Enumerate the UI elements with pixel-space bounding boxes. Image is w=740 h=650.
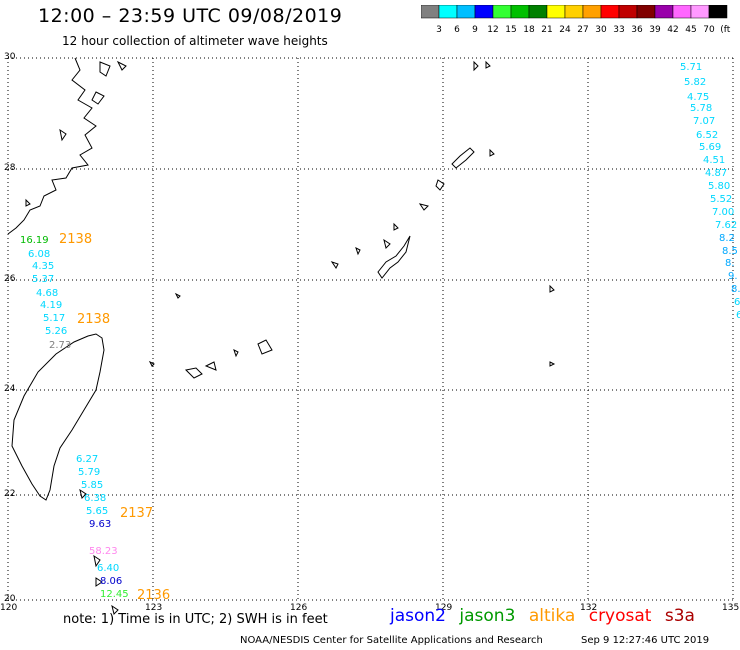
- colorbar-tick-label: 3: [436, 25, 442, 35]
- wave-height-reading: 5.71: [680, 62, 703, 73]
- wave-height-reading: 8.2: [719, 233, 735, 244]
- wave-height-reading: 8.06: [100, 576, 123, 587]
- satellite-jason2: jason2: [390, 606, 446, 626]
- wave-height-reading: 5.37: [32, 274, 55, 285]
- pass-time-label: 2137: [120, 506, 154, 521]
- taiwan-coastline: [11, 333, 105, 501]
- wave-height-reading: 9.: [728, 271, 738, 282]
- wave-height-reading: 58.23: [89, 546, 118, 557]
- wave-height-reading: 16.19: [20, 235, 49, 246]
- satellite-legend: jason2 jason3 altika cryosat s3a: [390, 606, 703, 626]
- colorbar-tick-label: 36: [631, 25, 643, 35]
- colorbar-tick-label: 30: [595, 25, 607, 35]
- wave-height-reading: 6: [736, 310, 740, 321]
- colorbar-tick-label: 6: [454, 25, 460, 35]
- colorbar-tick-label: 9: [472, 25, 478, 35]
- wave-height-reading: 5.82: [684, 77, 707, 88]
- wave-height-reading: 4.51: [703, 155, 726, 166]
- credit-line: NOAA/NESDIS Center for Satellite Applica…: [240, 635, 543, 646]
- colorbar-tick-label: 15: [505, 25, 516, 35]
- colorbar-tick-label: 27: [577, 25, 588, 35]
- colorbar-swatch: [708, 4, 728, 19]
- wave-height-reading: 4.35: [32, 261, 55, 272]
- colorbar-tick-label: (ft): [720, 25, 731, 35]
- wave-height-reading: 5.65: [86, 506, 109, 517]
- wave-height-reading: 4.75: [687, 92, 710, 103]
- lat-label-26: 26: [4, 274, 16, 284]
- coastlines: [7, 57, 556, 615]
- footnote: note: 1) Time is in UTC; 2) SWH is in fe…: [63, 612, 328, 627]
- wave-height-reading: 8.: [731, 284, 740, 295]
- wave-height-reading: 6.52: [696, 130, 719, 141]
- wave-height-reading: 6.38: [84, 493, 107, 504]
- wave-height-reading: 5.80: [708, 181, 731, 192]
- colorbar-tick-label: 24: [559, 25, 571, 35]
- lat-label-28: 28: [4, 163, 16, 173]
- satellite-jason3: jason3: [459, 606, 516, 626]
- lon-label-123: 123: [145, 603, 163, 613]
- wave-height-reading: 5.85: [81, 480, 104, 491]
- satellite-s3a: s3a: [664, 606, 695, 626]
- colorbar-tick-label: 33: [613, 25, 624, 35]
- generated-timestamp: Sep 9 12:27:46 UTC 2019: [581, 635, 710, 646]
- wave-height-reading: 8.: [725, 258, 735, 269]
- wave-height-reading: 6.08: [28, 249, 51, 260]
- wave-height-reading: 5.17: [43, 313, 66, 324]
- lon-label-126: 126: [290, 603, 308, 613]
- colorbar-tick-label: 39: [649, 25, 661, 35]
- wave-height-reading: 4.19: [40, 300, 63, 311]
- map-subtitle: 12 hour collection of altimeter wave hei…: [62, 34, 328, 48]
- wave-height-reading: 7.07: [693, 116, 716, 127]
- satellite-altika: altika: [528, 606, 576, 626]
- lat-label-24: 24: [4, 384, 16, 394]
- colorbar-tick-label: 21: [541, 25, 552, 35]
- colorbar-tick-label: 45: [685, 25, 696, 35]
- graticule: [7, 57, 734, 601]
- lon-label-129: 129: [435, 603, 453, 613]
- wave-height-reading: 5.26: [45, 326, 68, 337]
- pass-time-label: 2138: [59, 232, 93, 247]
- wave-height-reading: 6.27: [76, 454, 99, 465]
- pass-time-label: 2138: [77, 312, 111, 327]
- lat-label-22: 22: [4, 489, 16, 499]
- wave-height-reading: 4.68: [36, 288, 59, 299]
- colorbar-tick-label: 42: [667, 25, 678, 35]
- lon-label-135: 135: [722, 603, 740, 613]
- colorbar-tick-label: 70: [703, 25, 715, 35]
- wave-height-reading: 5.69: [699, 142, 722, 153]
- china-coastline: [7, 57, 97, 235]
- colorbar-tick-label: 18: [523, 25, 535, 35]
- wave-height-reading: 6: [734, 297, 740, 308]
- okinawa-coastline: [377, 235, 411, 279]
- wave-height-reading: 7.62: [715, 220, 738, 231]
- wave-height-reading: 5.78: [690, 103, 713, 114]
- wave-height-reading: 5.52: [710, 194, 733, 205]
- colorbar-tick-label: 12: [487, 25, 498, 35]
- lat-label-20: 20: [4, 594, 16, 604]
- wave-height-reading: 9.63: [89, 519, 112, 530]
- lon-label-132: 132: [580, 603, 598, 613]
- wave-height-reading: 7.00: [712, 207, 735, 218]
- lon-label-120: 120: [0, 603, 18, 613]
- pass-time-label: 2136: [137, 588, 171, 603]
- wave-height-reading: 8.5: [722, 246, 738, 257]
- wave-height-reading: 2.73: [49, 340, 72, 351]
- wave-height-reading: 4.87: [705, 168, 728, 179]
- satellite-cryosat: cryosat: [588, 606, 652, 626]
- wave-height-reading: 5.79: [78, 467, 101, 478]
- wave-height-reading: 6.40: [97, 563, 120, 574]
- map-title: 12:00 – 23:59 UTC 09/08/2019: [38, 5, 343, 27]
- wave-height-reading: 12.45: [100, 589, 129, 600]
- lat-label-30: 30: [4, 52, 16, 62]
